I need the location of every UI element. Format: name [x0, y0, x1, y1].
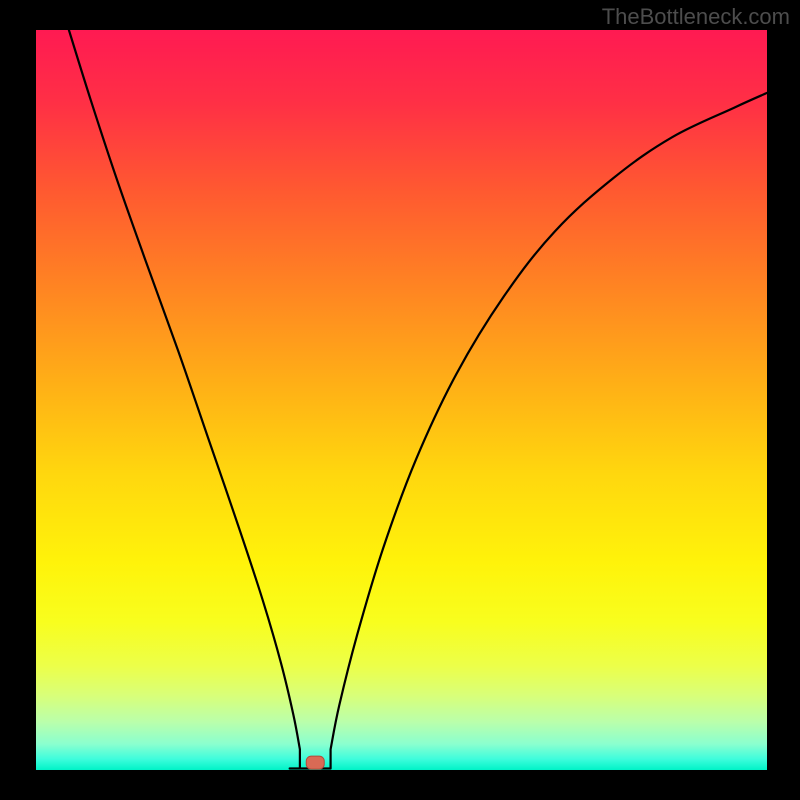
- bottleneck-chart: [0, 0, 800, 800]
- watermark-text: TheBottleneck.com: [602, 4, 790, 30]
- chart-stage: TheBottleneck.com: [0, 0, 800, 800]
- optimum-marker: [306, 756, 324, 769]
- plot-background: [36, 30, 767, 770]
